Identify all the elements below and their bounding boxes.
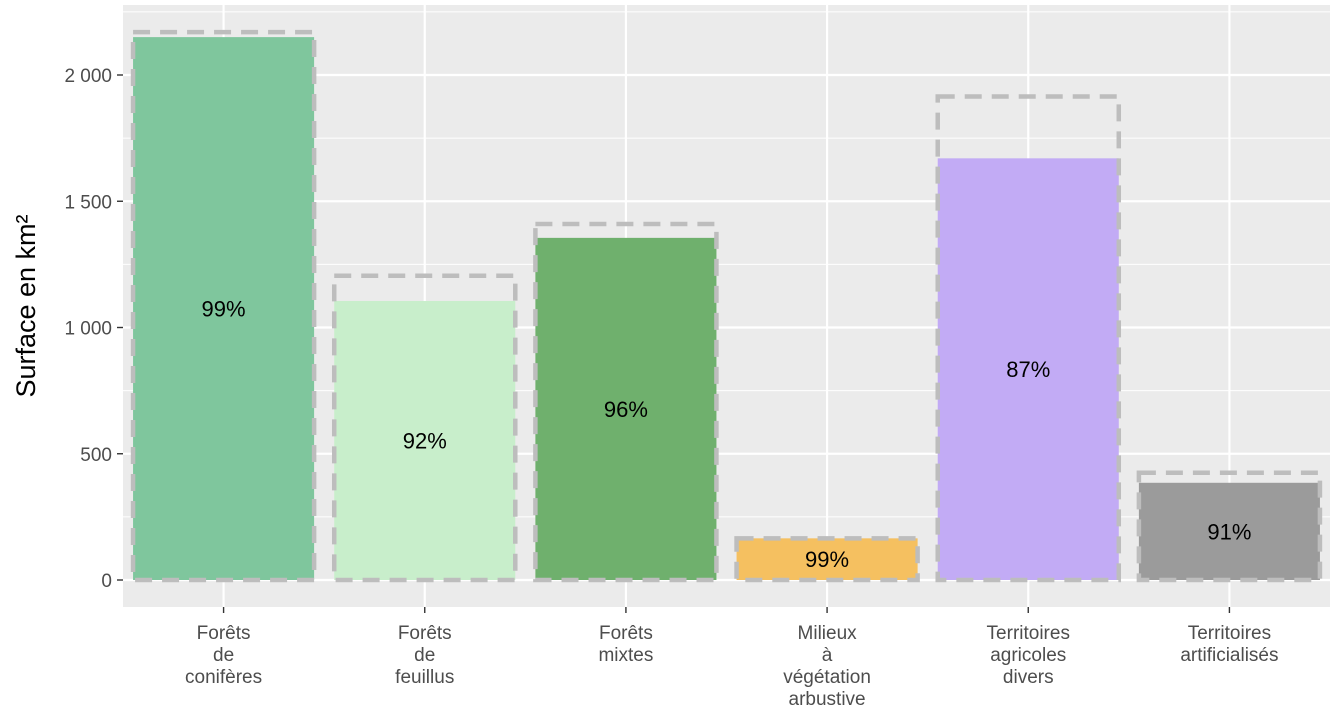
bar-outline [130, 29, 317, 583]
y-axis: 0 500 1 000 1 500 2 000 [64, 66, 123, 592]
bar [937, 158, 1119, 580]
y-tick-label: 1 500 [64, 192, 112, 213]
y-tick-label: 500 [80, 445, 112, 466]
x-tick-label: à [822, 645, 833, 666]
bar-value-label: 99% [805, 547, 849, 572]
bar [736, 538, 918, 580]
x-tick-label: Forêts [398, 623, 452, 644]
y-tick-label: 0 [101, 571, 112, 592]
x-tick-label: artificialisés [1180, 645, 1278, 666]
dashed-outlines [130, 29, 1323, 583]
y-tick-label: 2 000 [64, 66, 112, 87]
bar-value-label: 87% [1006, 357, 1050, 382]
x-tick-label: divers [1003, 667, 1054, 688]
y-tick-label: 1 000 [64, 319, 112, 340]
x-tick-label: Forêts [197, 623, 251, 644]
x-tick-label: de [414, 645, 435, 666]
x-tick-label: agricoles [990, 645, 1066, 666]
x-tick-label: feuillus [395, 667, 454, 688]
bar [133, 37, 315, 580]
bar [1138, 482, 1320, 580]
x-tick-label: mixtes [598, 645, 653, 666]
bar-value-label: 96% [604, 397, 648, 422]
x-tick-label: Territoires [987, 623, 1070, 644]
x-tick-label: de [213, 645, 234, 666]
y-axis-title: Surface en km² [11, 214, 41, 397]
plot-panel [123, 5, 1330, 607]
bar-value-labels: 99% 92% 96% 99% 87% 91% [202, 297, 1252, 573]
x-tick-label: conifères [185, 667, 262, 688]
bar-value-label: 91% [1207, 519, 1251, 544]
bar-outline [331, 273, 518, 583]
x-tick-label: Milieux [798, 623, 858, 644]
x-axis: ForêtsdeconifèresForêtsdefeuillusForêtsm… [185, 607, 1279, 710]
bar-outline [935, 94, 1122, 583]
x-tick-label: Territoires [1188, 623, 1271, 644]
bar-outline [1136, 470, 1323, 583]
x-tick-label: végétation [783, 667, 871, 688]
bar-outline [533, 221, 719, 583]
minor-gridlines [123, 11, 1330, 518]
bars [133, 37, 1320, 581]
bar [535, 237, 717, 581]
bar-value-label: 92% [403, 428, 447, 453]
bar-outline [734, 536, 920, 583]
x-tick-label: arbustive [789, 689, 866, 710]
bar-value-label: 99% [202, 297, 246, 322]
bar [334, 300, 516, 580]
x-tick-label: Forêts [599, 623, 653, 644]
